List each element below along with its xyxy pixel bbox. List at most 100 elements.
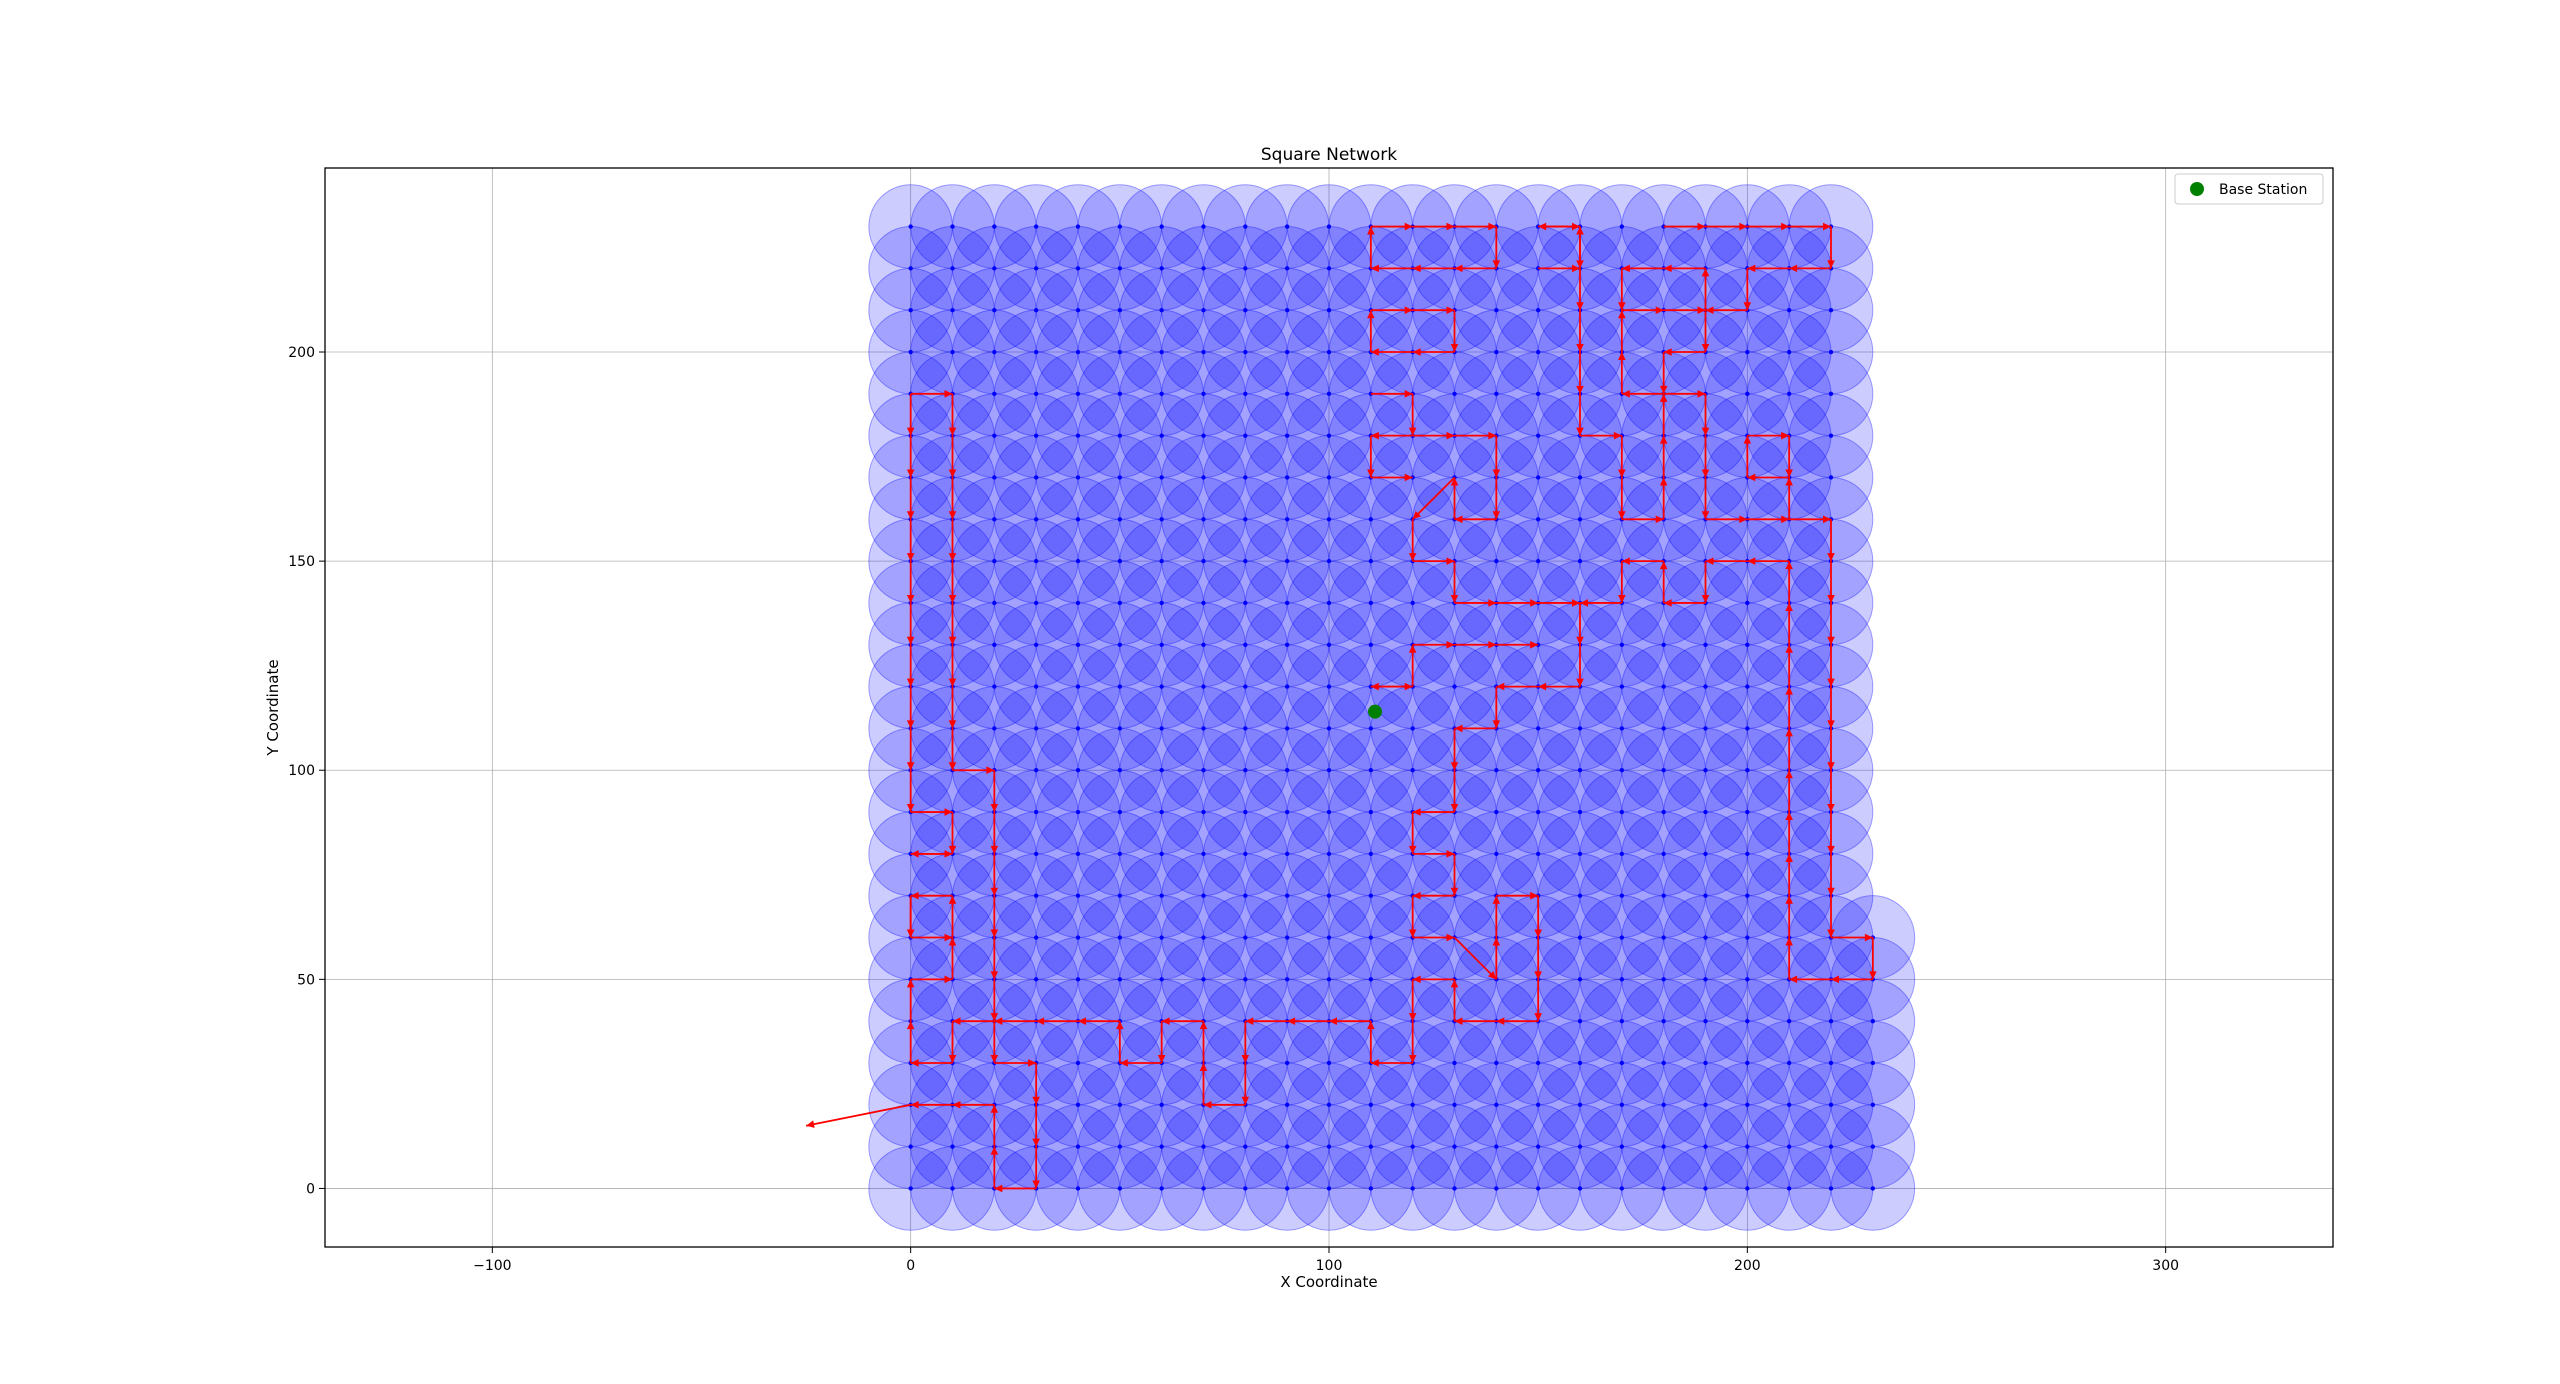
legend-box <box>2174 173 2324 205</box>
route-arrowhead <box>1412 891 1421 900</box>
sensor-node <box>1117 1144 1123 1149</box>
route-arrowhead <box>1538 682 1547 691</box>
sensor-node <box>1117 558 1123 564</box>
route-arrowhead <box>1408 845 1417 854</box>
sensor-node <box>1284 851 1290 857</box>
sensor-node <box>1410 1102 1415 1108</box>
sensor-node <box>1326 977 1332 982</box>
route-arrowhead <box>1827 887 1835 896</box>
sensor-node <box>1117 517 1123 522</box>
sensor-node <box>1745 809 1750 815</box>
route-arrowhead <box>1367 1021 1375 1030</box>
route-arrowhead <box>1576 636 1584 645</box>
sensor-node <box>992 433 997 438</box>
route-arrowhead <box>1621 264 1630 273</box>
route-arrowhead <box>1823 515 1831 524</box>
sensor-node <box>1368 935 1374 940</box>
sensor-node <box>1452 1144 1457 1149</box>
sensor-node <box>1075 224 1081 229</box>
sensor-node <box>1828 1102 1834 1108</box>
route-arrowhead <box>990 1013 999 1022</box>
sensor-node <box>1033 266 1039 271</box>
sensor-node <box>1284 349 1290 355</box>
sensor-node <box>1033 600 1039 606</box>
x-axis-label: X Coordinate <box>1280 1273 1377 1291</box>
sensor-node <box>1117 266 1123 271</box>
sensor-node <box>1535 517 1541 522</box>
route-arrowhead <box>910 1059 919 1067</box>
sensor-node <box>1745 851 1750 857</box>
sensor-node <box>1075 684 1081 689</box>
route-arrowhead <box>1785 644 1793 653</box>
route-arrowhead <box>1492 937 1501 946</box>
sensor-node <box>1243 391 1248 397</box>
sensor-node <box>908 224 913 229</box>
sensor-node <box>1745 935 1750 940</box>
sensor-node <box>1284 935 1290 940</box>
route-arrowhead <box>906 469 915 478</box>
sensor-node <box>1159 684 1164 689</box>
sensor-node <box>1410 475 1415 480</box>
y-tick-label: 50 <box>297 972 315 988</box>
sensor-node <box>1201 809 1206 815</box>
sensor-node <box>1535 349 1541 355</box>
sensor-node <box>1243 266 1248 271</box>
sensor-node <box>1368 809 1374 815</box>
route-arrowhead <box>1827 762 1835 771</box>
sensor-node <box>1745 1144 1750 1149</box>
route-arrowhead <box>1785 602 1793 611</box>
sensor-node <box>1619 433 1625 438</box>
legend-label-base-station: Base Station <box>2219 182 2307 198</box>
sensor-node <box>1201 768 1206 773</box>
sensor-node <box>1284 307 1290 313</box>
sensor-node <box>992 224 997 229</box>
sensor-node <box>1577 1102 1583 1108</box>
route-arrowhead <box>1370 348 1379 356</box>
sensor-node <box>1494 1186 1499 1191</box>
sensor-node <box>1284 1144 1290 1149</box>
sensor-node <box>1201 977 1206 982</box>
route-arrowhead <box>1663 599 1672 607</box>
sensor-node <box>1284 517 1290 522</box>
route-arrowhead <box>1412 808 1421 816</box>
sensor-node <box>1703 768 1708 773</box>
sensor-node <box>950 349 955 355</box>
route-arrowhead <box>1492 895 1501 904</box>
route-arrowhead <box>1412 348 1421 356</box>
sensor-node <box>1243 768 1248 773</box>
sensor-node <box>1745 684 1750 689</box>
route-arrowhead <box>1241 1054 1250 1063</box>
route-arrowhead <box>1408 427 1417 436</box>
route-arrowhead <box>1032 1138 1040 1147</box>
sensor-node <box>1661 768 1666 773</box>
sensor-node <box>1243 475 1248 480</box>
route-arrowhead <box>948 594 957 603</box>
route-arrowhead <box>1701 469 1710 478</box>
sensor-node <box>1075 726 1081 731</box>
sensor-node <box>1033 893 1039 898</box>
sensor-node <box>1075 475 1081 480</box>
route-arrowhead <box>948 937 957 946</box>
route-arrowhead <box>1534 971 1542 980</box>
route-arrowhead <box>1530 640 1539 649</box>
sensor-node <box>1201 433 1206 438</box>
sensor-node <box>1243 349 1248 355</box>
route-arrowhead <box>1367 226 1375 235</box>
sensor-node <box>1494 809 1499 815</box>
route-arrowhead <box>1655 515 1664 524</box>
route-arrowhead <box>1032 1096 1040 1105</box>
route-arrowhead <box>1446 306 1455 314</box>
sensor-node <box>1243 684 1248 689</box>
route-arrowhead <box>1789 975 1798 984</box>
sensor-node <box>1577 809 1583 815</box>
route-arrowhead <box>1827 636 1835 645</box>
sensor-node <box>1033 475 1039 480</box>
sensor-node <box>1284 558 1290 564</box>
sensor-node <box>1075 851 1081 857</box>
route-arrowhead <box>1659 435 1668 444</box>
route-arrowhead <box>990 804 999 813</box>
sensor-node <box>1075 809 1081 815</box>
x-tick-label: −100 <box>473 1258 511 1274</box>
route-arrowhead <box>1785 561 1793 570</box>
sensor-node <box>1075 517 1081 522</box>
